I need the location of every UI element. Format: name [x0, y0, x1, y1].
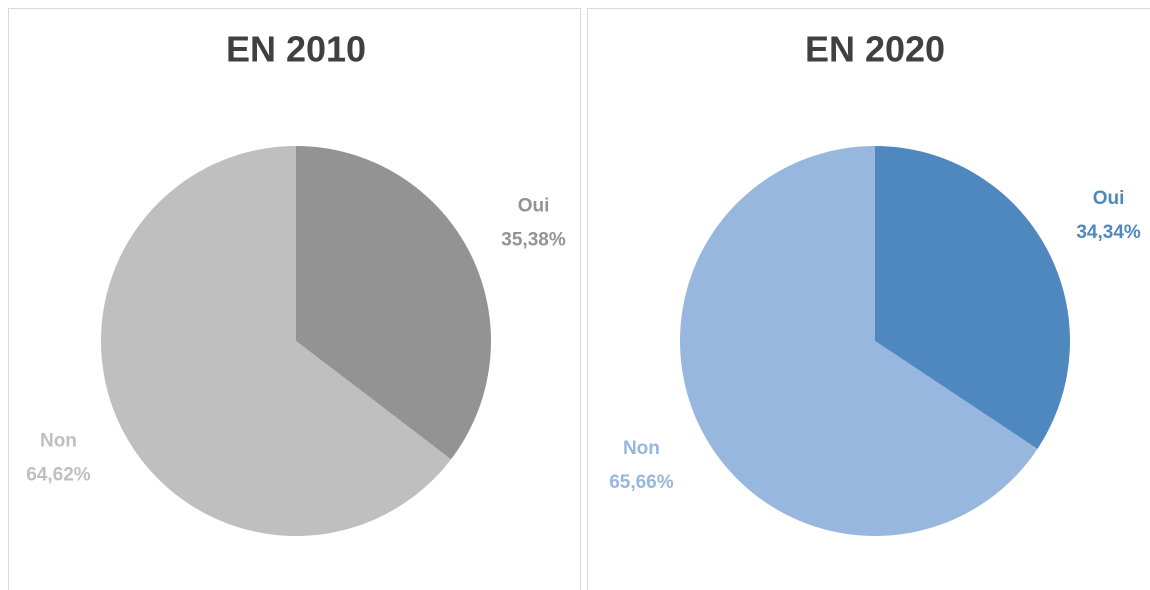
slice-value-label: 34,34% — [1076, 222, 1141, 243]
panel — [8, 8, 581, 590]
slice-category: Non — [623, 438, 660, 459]
slice-value-label: 64,62% — [26, 464, 91, 485]
pie-slice — [680, 146, 1038, 536]
slice-category: Non — [40, 430, 77, 451]
pie-slice — [101, 146, 451, 536]
slice-value-label: 65,66% — [609, 472, 674, 493]
slice-category: Oui — [1093, 188, 1125, 209]
pie-slice — [875, 146, 1070, 449]
chart-title: EN 2010 — [226, 29, 366, 70]
pie-slice — [296, 146, 492, 460]
chart-title: EN 2020 — [805, 29, 945, 70]
panel — [587, 8, 1150, 590]
slice-category: Oui — [518, 196, 550, 217]
slice-value-label: 35,38% — [501, 230, 566, 251]
